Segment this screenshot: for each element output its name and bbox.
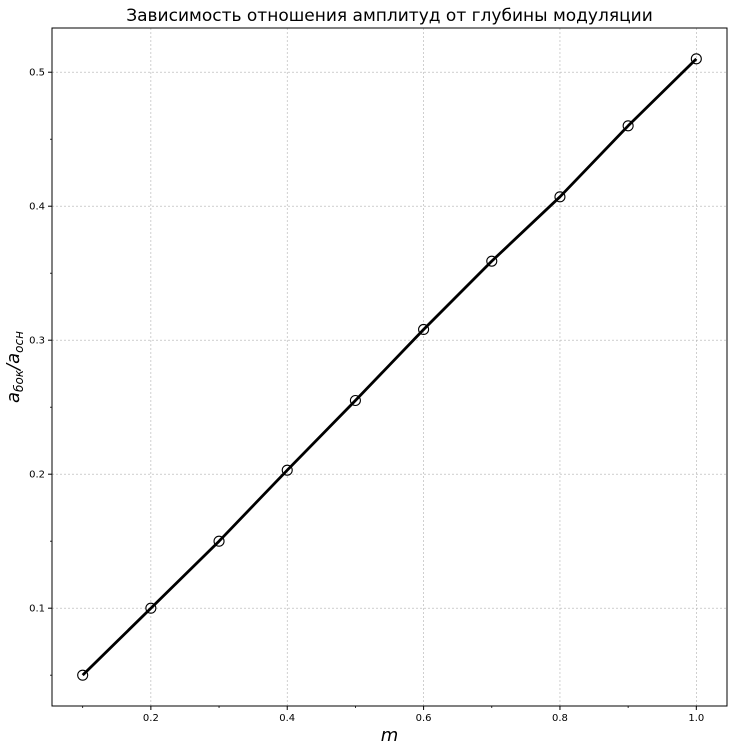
y-label-numerator-sub: бок <box>12 369 26 392</box>
x-tick-label: 0.8 <box>552 713 568 724</box>
data-point <box>486 255 498 267</box>
x-tick-label: 0.6 <box>416 713 432 724</box>
data-point <box>349 394 361 407</box>
data-point <box>281 464 293 476</box>
x-tick-label: 0.2 <box>143 713 159 724</box>
y-label-denominator-sub: осн <box>12 331 26 353</box>
y-tick-label: 0.2 <box>29 470 45 481</box>
series-line <box>81 57 698 677</box>
data-point <box>690 53 702 65</box>
plot-area-frame <box>51 27 728 707</box>
y-tick-label: 0.1 <box>29 604 45 615</box>
data-point <box>554 191 566 203</box>
y-axis-label: aбок/aосн <box>3 331 26 403</box>
y-tick-label: 0.5 <box>29 68 45 79</box>
x-tick-label: 0.4 <box>279 713 295 724</box>
series-markers <box>77 53 702 681</box>
axis-ticks: 0.2 0.4 0.6 0.8 1.0 0.1 0.2 0.3 0.4 0.5 <box>29 68 704 724</box>
y-label-base-2: a <box>3 353 24 364</box>
y-tick-label: 0.4 <box>29 202 45 213</box>
data-point <box>77 669 89 681</box>
x-axis-label: m <box>381 725 399 746</box>
x-tick-label: 1.0 <box>688 713 704 724</box>
y-tick-label: 0.3 <box>29 336 45 347</box>
data-line <box>81 57 698 677</box>
y-label-base: a <box>3 392 24 403</box>
data-point <box>622 120 634 132</box>
data-point <box>145 602 157 614</box>
data-point <box>418 323 430 336</box>
y-label-separator: / <box>3 362 24 372</box>
chart-title: Зависимость отношения амплитуд от глубин… <box>126 6 653 26</box>
grid <box>52 28 727 706</box>
data-point <box>213 535 225 547</box>
